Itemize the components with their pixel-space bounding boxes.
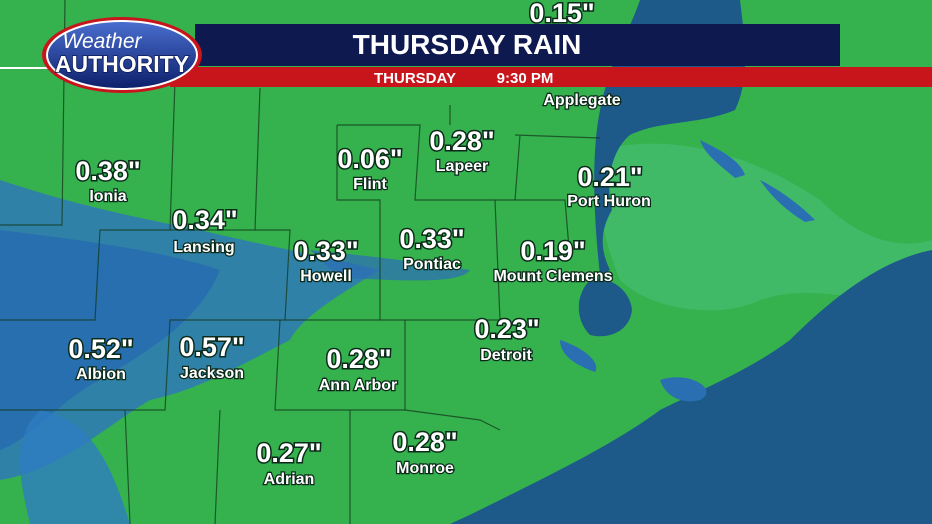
time-bar — [170, 67, 932, 87]
rain-amount: 0.27" — [256, 438, 321, 468]
city-name: Lapeer — [436, 158, 488, 175]
logo: Weather AUTHORITY — [42, 17, 202, 93]
rain-amount: 0.28" — [326, 344, 391, 374]
rain-amount: 0.19" — [520, 236, 585, 266]
rain-amount: 0.23" — [474, 314, 539, 344]
header: THURSDAY RAIN THURSDAY 9:30 PM — [0, 24, 932, 87]
city-name: Ionia — [89, 188, 126, 205]
rain-amount: 0.33" — [399, 224, 464, 254]
city-name: Lansing — [173, 239, 234, 256]
city-name: Adrian — [264, 471, 315, 488]
city-name: Port Huron — [567, 193, 651, 210]
city-name: Howell — [300, 268, 352, 285]
rain-amount: 0.21" — [577, 162, 642, 192]
rain-amount: 0.28" — [392, 427, 457, 457]
title-bar — [195, 24, 840, 66]
rain-amount: 0.15" — [529, 0, 594, 28]
rain-amount: 0.28" — [429, 126, 494, 156]
rain-amount: 0.34" — [172, 205, 237, 235]
city-name: Pontiac — [403, 256, 461, 273]
city-name: Monroe — [396, 460, 454, 477]
time: 9:30 PM — [497, 70, 554, 87]
locations: 0.15" Applegate 0.38" Ionia 0.34" Lansin… — [67, 0, 652, 489]
rain-amount: 0.06" — [337, 144, 402, 174]
city-name: Jackson — [180, 365, 244, 382]
title: THURSDAY RAIN — [353, 29, 582, 60]
city-name: Flint — [353, 176, 387, 193]
city-name: Ann Arbor — [319, 377, 398, 394]
city-name: Mount Clemens — [493, 268, 612, 285]
city-name: Albion — [76, 366, 126, 383]
day: THURSDAY — [374, 70, 456, 87]
rain-amount: 0.57" — [179, 332, 244, 362]
logo-line1: Weather — [63, 30, 143, 53]
rain-amount: 0.52" — [68, 334, 133, 364]
county-lines — [0, 0, 601, 524]
city-name: Applegate — [543, 92, 620, 109]
city-name: Detroit — [480, 347, 532, 364]
rain-amount: 0.33" — [293, 236, 358, 266]
logo-line2: AUTHORITY — [55, 51, 189, 77]
rain-amount: 0.38" — [75, 156, 140, 186]
